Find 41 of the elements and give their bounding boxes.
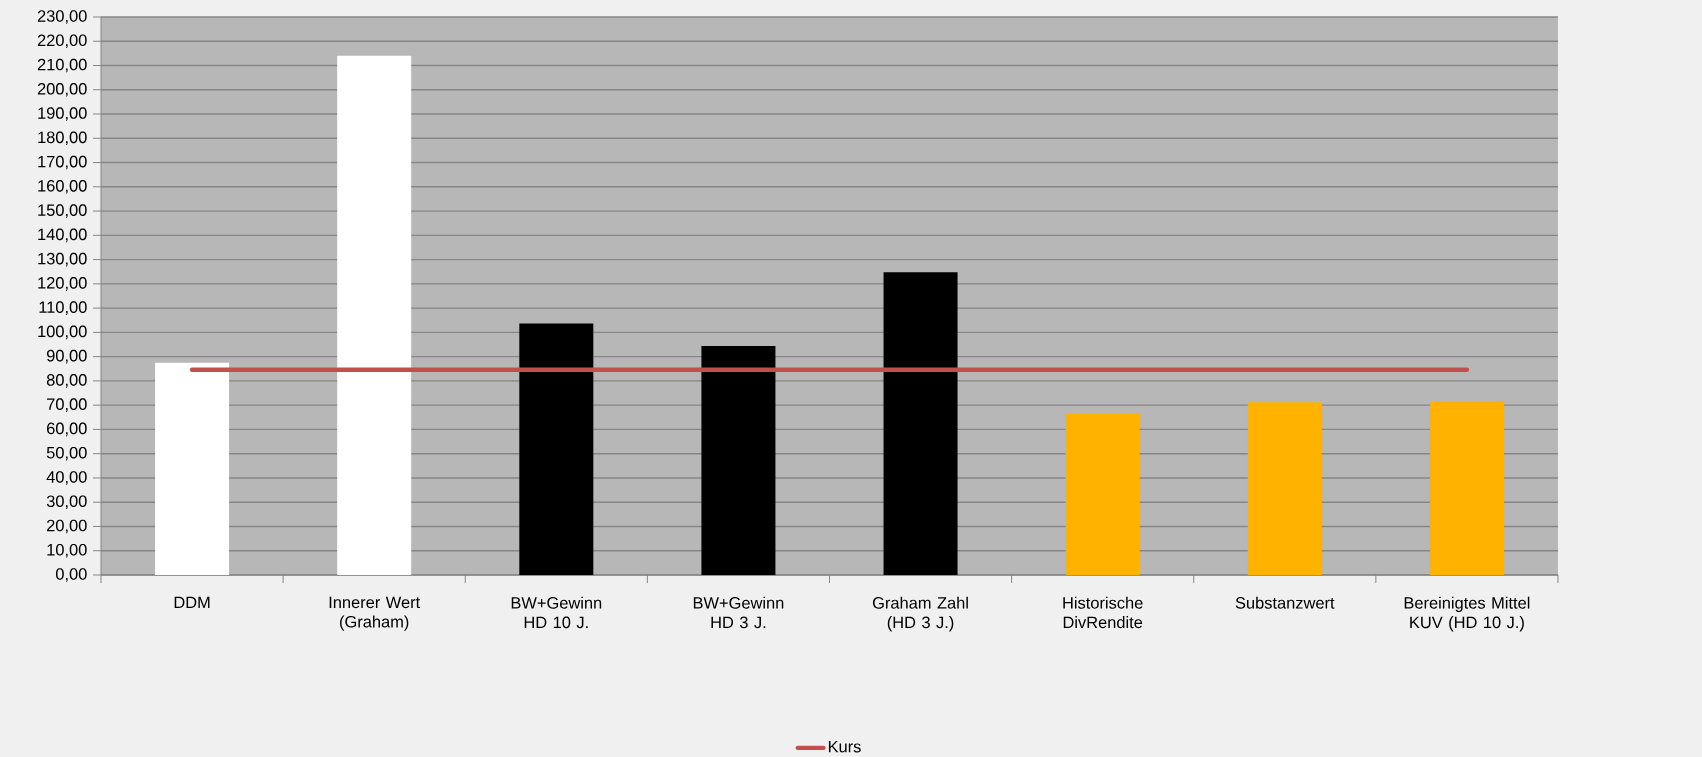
bar bbox=[155, 362, 230, 575]
bar bbox=[883, 272, 958, 575]
y-tick-label: 180,00 bbox=[38, 131, 87, 146]
y-tick-label: 110,00 bbox=[39, 301, 87, 315]
y-tick-label: 160,00 bbox=[38, 180, 87, 194]
y-tick-label: 200,00 bbox=[37, 82, 87, 97]
legend-label: Kurs bbox=[828, 740, 861, 753]
y-tick-label: 40,00 bbox=[46, 471, 87, 485]
y-tick-label: 0,00 bbox=[55, 568, 87, 582]
y-tick-label: 80,00 bbox=[46, 374, 87, 388]
y-tick-label: 90,00 bbox=[46, 349, 87, 364]
x-tick-label: Substanzwert bbox=[1235, 596, 1335, 609]
x-tick-label: Innerer Wert (Graham) bbox=[329, 596, 421, 631]
bar bbox=[701, 345, 776, 575]
y-tick-label: 120,00 bbox=[38, 277, 87, 291]
bar bbox=[1429, 401, 1504, 575]
y-tick-label: 50,00 bbox=[46, 446, 87, 461]
y-tick-label: 70,00 bbox=[47, 398, 87, 412]
y-tick-label: 170,00 bbox=[38, 155, 87, 170]
bar bbox=[1247, 402, 1322, 575]
y-tick-label: 190,00 bbox=[38, 107, 87, 121]
x-tick-label: BW+Gewinn HD 10 J. bbox=[511, 596, 602, 629]
y-tick-label: 20,00 bbox=[47, 519, 87, 534]
bar bbox=[519, 323, 594, 575]
y-tick-label: 30,00 bbox=[46, 495, 87, 509]
x-tick-label: DDM bbox=[174, 596, 210, 608]
x-tick-label: Historische DivRendite bbox=[1063, 596, 1143, 629]
y-tick-label: 10,00 bbox=[47, 543, 87, 558]
x-tick-label: Graham Zahl (HD 3 J.) bbox=[872, 596, 968, 632]
y-tick-label: 60,00 bbox=[47, 422, 87, 437]
y-tick-label: 150,00 bbox=[38, 204, 87, 218]
y-tick-label: 130,00 bbox=[38, 252, 87, 267]
x-tick-label: BW+Gewinn HD 3 J. bbox=[693, 596, 784, 629]
y-tick-label: 140,00 bbox=[38, 228, 87, 243]
y-tick-label: 220,00 bbox=[37, 34, 87, 49]
y-tick-label: 100,00 bbox=[38, 325, 87, 340]
x-tick-label: Bereinigtes Mittel KUV (HD 10 J.) bbox=[1404, 596, 1530, 632]
y-tick-label: 230,00 bbox=[37, 10, 87, 24]
bar bbox=[337, 55, 412, 575]
bar bbox=[1065, 413, 1140, 575]
y-tick-label: 210,00 bbox=[37, 58, 87, 73]
